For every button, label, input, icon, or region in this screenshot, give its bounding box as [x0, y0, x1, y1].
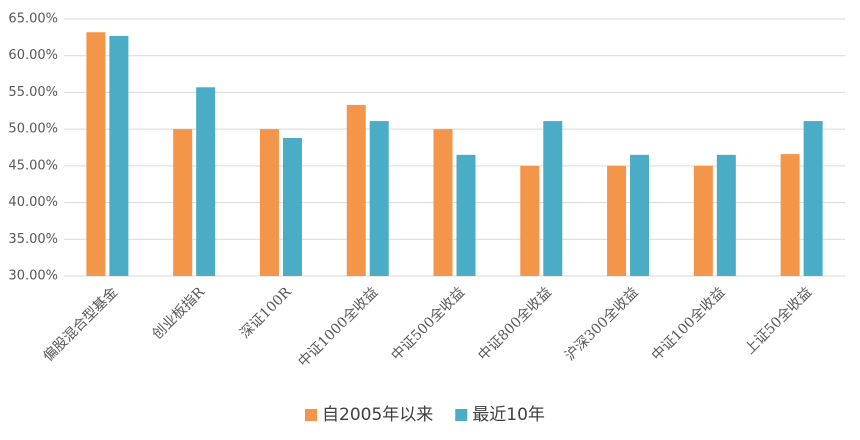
x-tick-label: 中证100全收益 [648, 284, 728, 364]
bar [456, 154, 476, 276]
bar [520, 165, 540, 276]
bar [716, 154, 736, 276]
bar [196, 87, 216, 276]
y-tick-label: 45.00% [8, 158, 58, 173]
y-tick-label: 65.00% [8, 12, 58, 27]
bar [346, 104, 366, 276]
y-tick-label: 30.00% [8, 269, 58, 284]
x-tick-label: 深证100R [237, 284, 295, 342]
y-tick-label: 35.00% [8, 232, 58, 247]
bar [282, 137, 302, 276]
bar [109, 35, 129, 276]
legend-label: 最近10年 [472, 405, 545, 425]
bar [803, 121, 823, 277]
y-tick-label: 60.00% [8, 48, 58, 63]
legend-label: 自2005年以来 [322, 405, 433, 425]
y-tick-label: 50.00% [8, 122, 58, 137]
x-tick-label: 偏股混合型基金 [40, 284, 121, 365]
x-tick-label: 中证800全收益 [475, 284, 555, 364]
x-tick-label: 中证1000全收益 [295, 284, 382, 371]
x-tick-label: 中证500全收益 [388, 284, 468, 364]
bar [693, 165, 713, 276]
y-tick-label: 40.00% [8, 195, 58, 210]
legend-swatch [455, 409, 468, 421]
bar [259, 129, 279, 276]
bar [369, 121, 389, 277]
bar [173, 129, 193, 276]
bar [780, 154, 800, 276]
y-tick-label: 55.00% [8, 85, 58, 100]
bar [630, 154, 650, 276]
legend-swatch [305, 409, 317, 421]
bar [607, 165, 627, 276]
x-tick-label: 创业板指R [149, 284, 208, 343]
bar [433, 129, 453, 276]
bar [86, 32, 106, 276]
bar [543, 121, 563, 277]
x-tick-label: 沪深300全收益 [561, 284, 641, 364]
x-tick-label: 上证50全收益 [741, 284, 815, 358]
